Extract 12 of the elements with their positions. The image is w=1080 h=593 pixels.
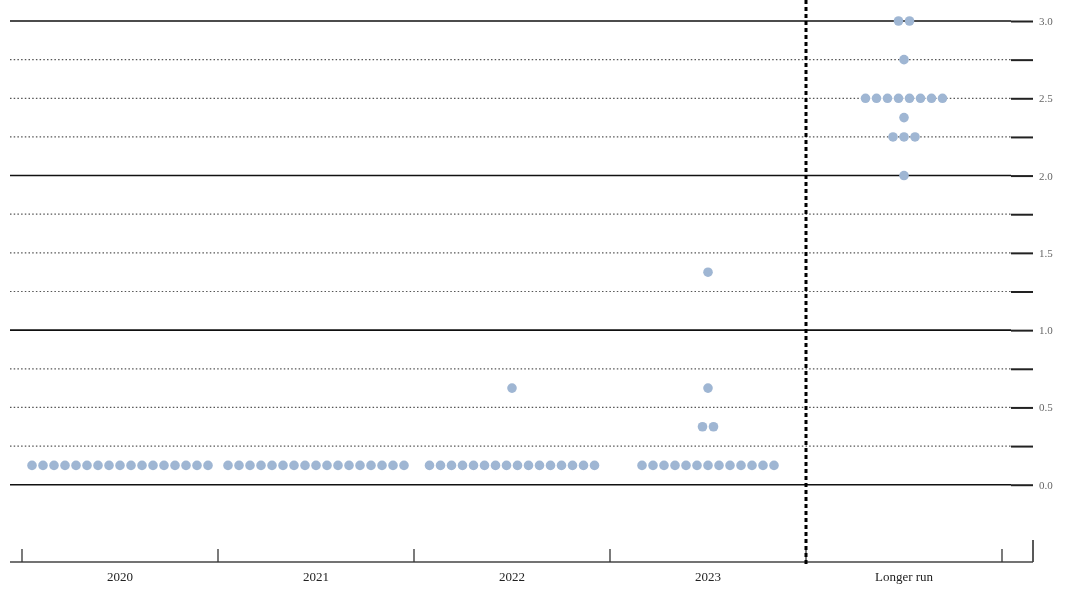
y-tick-label: 1.0 [1039,324,1054,337]
y-tick-label: 0.0 [1039,478,1054,491]
x-tick-label: 2022 [499,569,525,584]
y-tick-label: 2.5 [1039,92,1054,105]
y-tick-label: 3.0 [1039,15,1054,28]
y-tick-label: 0.5 [1039,401,1054,414]
x-tick-label: 2020 [107,569,133,584]
x-tick-label: Longer run [874,569,934,584]
y-tick-label: 1.5 [1039,246,1054,259]
x-tick-label: 2023 [695,569,721,584]
x-tick-label: 2021 [303,569,329,584]
y-tick-label: 2.0 [1039,169,1054,182]
